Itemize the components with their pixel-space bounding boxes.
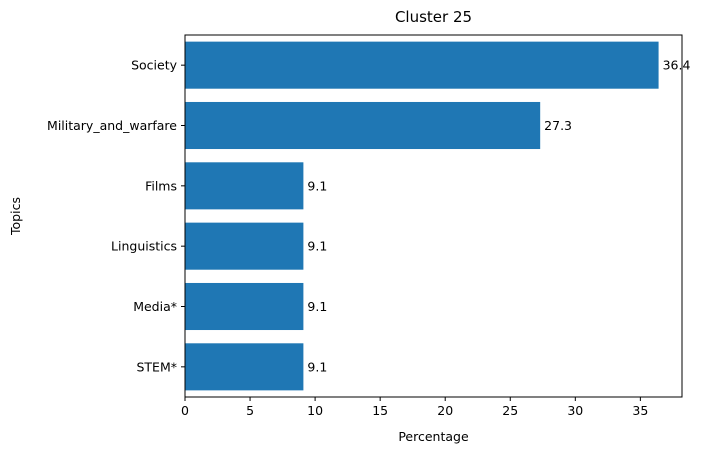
y-tick-labels: Society Military_and_warfare Films Linguist… bbox=[47, 58, 185, 374]
bar bbox=[185, 41, 659, 89]
x-tick-label: 30 bbox=[567, 403, 583, 418]
bar-value-label: 36.4 bbox=[663, 58, 691, 73]
plot-frame bbox=[184, 34, 683, 398]
y-tick-label: Media* bbox=[133, 299, 177, 314]
x-ticks: 0 5 10 15 20 25 30 35 bbox=[181, 397, 648, 418]
x-tick-label: 20 bbox=[437, 403, 453, 418]
bar bbox=[185, 343, 304, 391]
x-tick-label: 0 bbox=[181, 403, 189, 418]
y-tick-label: STEM* bbox=[136, 359, 177, 374]
x-tick-label: 35 bbox=[632, 403, 648, 418]
bar bbox=[185, 282, 304, 331]
bar-value-label: 9.1 bbox=[307, 299, 327, 314]
x-tick-label: 15 bbox=[372, 403, 388, 418]
y-axis-label: Topics bbox=[8, 197, 23, 236]
bar-value-label: 9.1 bbox=[307, 178, 327, 193]
bars-group: 36.4 27.3 9.1 9.1 9.1 9.1 bbox=[185, 41, 691, 391]
y-tick-label: Society bbox=[131, 58, 178, 73]
chart-title: Cluster 25 bbox=[395, 8, 472, 26]
x-axis-label: Percentage bbox=[398, 429, 469, 444]
y-tick-label: Films bbox=[145, 178, 177, 193]
bar bbox=[185, 101, 541, 150]
bar-value-label: 9.1 bbox=[307, 239, 327, 254]
bar bbox=[185, 162, 304, 210]
bar bbox=[185, 222, 304, 270]
y-tick-label: Linguistics bbox=[111, 239, 177, 254]
y-tick-label: Military_and_warfare bbox=[47, 118, 177, 133]
x-tick-label: 10 bbox=[307, 403, 323, 418]
bar-value-label: 27.3 bbox=[544, 118, 572, 133]
bar-value-label: 9.1 bbox=[307, 359, 327, 374]
x-tick-label: 5 bbox=[246, 403, 254, 418]
x-tick-label: 25 bbox=[502, 403, 518, 418]
